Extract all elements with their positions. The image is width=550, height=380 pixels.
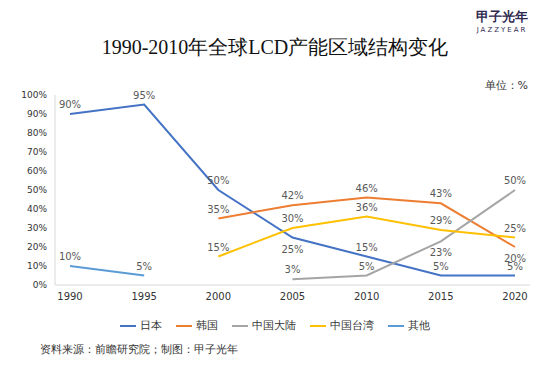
svg-text:2010: 2010 xyxy=(354,291,379,302)
svg-text:0%: 0% xyxy=(33,280,48,290)
svg-text:2015: 2015 xyxy=(428,291,453,302)
html-text:日本: 日本 xyxy=(140,319,162,332)
svg-text:25%: 25% xyxy=(281,244,303,255)
svg-text:60%: 60% xyxy=(27,166,47,176)
svg-text:5%: 5% xyxy=(359,261,375,272)
svg-text:70%: 70% xyxy=(27,147,47,157)
svg-text:3%: 3% xyxy=(285,264,301,275)
svg-text:1990: 1990 xyxy=(57,291,82,302)
svg-text:20%: 20% xyxy=(504,253,526,264)
svg-text:2020: 2020 xyxy=(502,291,527,302)
html-text:韩国: 韩国 xyxy=(196,319,218,332)
svg-text:20%: 20% xyxy=(27,242,47,252)
svg-text:50%: 50% xyxy=(207,175,229,186)
svg-text:90%: 90% xyxy=(59,99,81,110)
svg-text:5%: 5% xyxy=(136,261,152,272)
html-text:中国大陆: 中国大陆 xyxy=(252,319,296,332)
html-text:甲子光年: 甲子光年 xyxy=(476,9,528,24)
svg-text:30%: 30% xyxy=(281,213,303,224)
html-text:单位：%: 单位：% xyxy=(484,79,528,92)
svg-text:25%: 25% xyxy=(504,223,526,234)
svg-text:2005: 2005 xyxy=(280,291,305,302)
svg-text:35%: 35% xyxy=(207,204,229,215)
svg-text:5%: 5% xyxy=(507,260,523,272)
svg-text:40%: 40% xyxy=(27,204,47,214)
svg-text:15%: 15% xyxy=(356,242,378,253)
svg-text:2000: 2000 xyxy=(206,291,231,302)
html-text:1990-2010年全球LCD产能区域结构变化: 1990-2010年全球LCD产能区域结构变化 xyxy=(101,36,449,58)
svg-text:10%: 10% xyxy=(27,261,47,271)
svg-text:46%: 46% xyxy=(356,183,378,194)
svg-text:42%: 42% xyxy=(281,190,303,201)
svg-text:95%: 95% xyxy=(133,90,155,101)
html-text:中国台湾: 中国台湾 xyxy=(330,319,374,332)
svg-text:50%: 50% xyxy=(504,175,526,186)
html-text:其他: 其他 xyxy=(408,319,430,332)
html-text:资料来源：前瞻研究院；制图：甲子光年: 资料来源：前瞻研究院；制图：甲子光年 xyxy=(40,343,238,356)
svg-text:50%: 50% xyxy=(27,185,47,195)
svg-text:15%: 15% xyxy=(207,242,229,253)
svg-text:90%: 90% xyxy=(27,109,47,119)
svg-text:36%: 36% xyxy=(356,202,378,213)
svg-text:23%: 23% xyxy=(430,247,452,258)
svg-text:1995: 1995 xyxy=(131,291,156,302)
svg-text:30%: 30% xyxy=(27,223,47,233)
svg-text:80%: 80% xyxy=(27,128,47,138)
svg-text:43%: 43% xyxy=(430,188,452,199)
svg-text:29%: 29% xyxy=(430,215,452,226)
svg-text:10%: 10% xyxy=(59,251,81,262)
svg-text:100%: 100% xyxy=(21,90,47,100)
html-text:JAZZYEAR: JAZZYEAR xyxy=(476,26,528,34)
svg-text:5%: 5% xyxy=(433,261,449,272)
